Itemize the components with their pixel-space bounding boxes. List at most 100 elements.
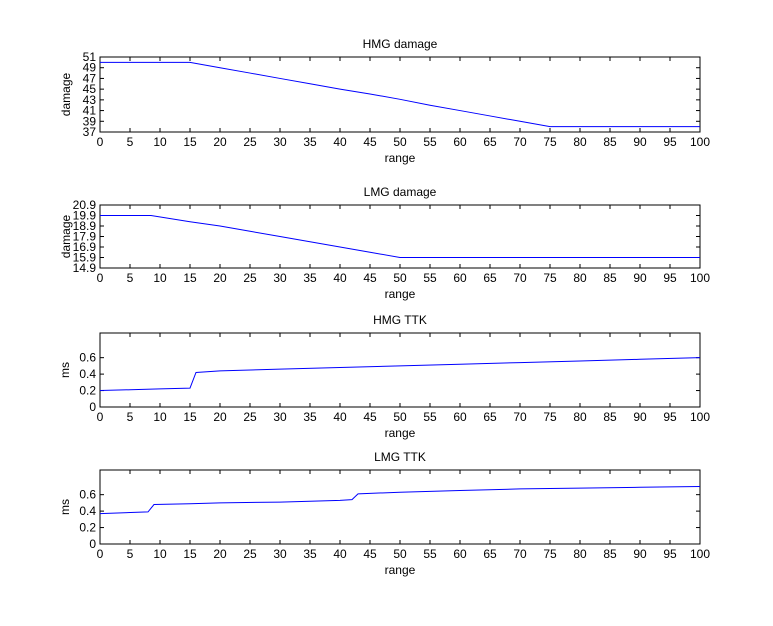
x-tick-label: 100 [690,547,710,561]
x-axis-label: range [385,287,416,301]
y-axis-label: ms [58,499,72,515]
x-tick-label: 90 [633,135,647,149]
x-tick-label: 35 [303,135,317,149]
subplot-1: HMG damage 0 5 10 15 20 25 30 35 40 45 50 55 60 65 70 75… [59,37,710,165]
x-tick-label: 5 [127,547,134,561]
y-tick-label: 45 [83,82,97,96]
x-tick-label: 55 [423,271,437,285]
x-tick-label: 5 [127,271,134,285]
y-axis-label: damage [59,214,73,258]
y-tick-label: 15.9 [73,251,97,265]
x-tick-label: 85 [603,410,617,424]
x-tick-label: 45 [363,271,377,285]
x-tick-label: 75 [543,271,557,285]
x-tick-label: 35 [303,547,317,561]
axes-frame [99,469,701,545]
x-tick-label: 30 [273,547,287,561]
x-tick-label: 70 [513,271,527,285]
subplot-3: HMG TTK 0 5 10 15 20 25 30 35 40 45 50 55 60 65 70 75 80 8… [58,313,710,440]
x-tick-label: 20 [213,271,227,285]
x-tick-label: 40 [333,547,347,561]
y-axis-label: ms [58,362,72,378]
y-tick-label: 0.4 [79,367,96,381]
x-tick-label: 0 [97,547,104,561]
chart-title: LMG TTK [374,450,426,464]
x-tick-label: 30 [273,271,287,285]
x-tick-label: 70 [513,410,527,424]
x-tick-label: 10 [153,271,167,285]
x-tick-label: 50 [393,271,407,285]
x-tick-label: 25 [243,410,257,424]
axes-frame [99,332,701,408]
x-tick-label: 50 [393,135,407,149]
x-tick-label: 95 [663,271,677,285]
x-tick-label: 0 [97,135,104,149]
x-tick-label: 95 [663,547,677,561]
x-tick-label: 65 [483,135,497,149]
y-tick-label: 0 [89,537,96,551]
y-tick-label: 0.2 [79,521,96,535]
x-tick-label: 20 [213,410,227,424]
x-tick-label: 5 [127,135,134,149]
y-tick-label: 17.9 [73,230,97,244]
y-tick-label: 51 [83,50,97,64]
x-tick-label: 65 [483,410,497,424]
x-tick-label: 0 [97,271,104,285]
x-tick-label: 60 [453,547,467,561]
x-tick-label: 80 [573,547,587,561]
x-tick-label: 35 [303,410,317,424]
x-tick-label: 15 [183,547,197,561]
x-tick-label: 55 [423,410,437,424]
x-tick-label: 45 [363,547,377,561]
x-tick-label: 0 [97,410,104,424]
x-tick-label: 10 [153,410,167,424]
x-tick-label: 15 [183,135,197,149]
x-tick-label: 40 [333,135,347,149]
x-tick-label: 100 [690,410,710,424]
x-tick-label: 70 [513,547,527,561]
x-tick-label: 15 [183,410,197,424]
y-tick-label: 41 [83,104,97,118]
axes-frame [99,204,701,269]
x-tick-label: 90 [633,410,647,424]
x-tick-label: 20 [213,135,227,149]
subplot-2: LMG damage 0 5 10 15 20 25 30 35 40 45 50 55 60 65 70 75… [59,185,710,301]
x-tick-label: 85 [603,547,617,561]
x-tick-label: 35 [303,271,317,285]
x-tick-label: 50 [393,547,407,561]
series-line [100,61,700,128]
x-tick-label: 80 [573,410,587,424]
x-tick-label: 55 [423,135,437,149]
subplot-4: LMG TTK 0 5 10 15 20 25 30 35 40 45 50 55 60 65 70 75 80 8… [58,450,710,577]
y-tick-label: 0.2 [79,384,96,398]
x-tick-label: 30 [273,410,287,424]
x-tick-label: 30 [273,135,287,149]
x-tick-label: 80 [573,135,587,149]
x-tick-label: 80 [573,271,587,285]
x-tick-label: 10 [153,135,167,149]
x-tick-label: 85 [603,135,617,149]
x-tick-label: 60 [453,410,467,424]
chart-title: LMG damage [364,185,437,199]
x-tick-label: 25 [243,135,257,149]
y-tick-label: 19.9 [73,209,97,223]
x-tick-label: 100 [690,271,710,285]
x-tick-label: 60 [453,135,467,149]
x-tick-label: 15 [183,271,197,285]
x-tick-label: 5 [127,410,134,424]
x-tick-label: 40 [333,271,347,285]
x-tick-label: 10 [153,547,167,561]
y-tick-label: 49 [83,61,97,75]
x-tick-label: 65 [483,271,497,285]
y-tick-label: 39 [83,114,97,128]
y-tick-label: 20.9 [73,198,97,212]
y-tick-label: 0.6 [79,488,96,502]
x-tick-label: 25 [243,271,257,285]
x-tick-label: 60 [453,271,467,285]
x-tick-label: 95 [663,135,677,149]
x-tick-label: 100 [690,135,710,149]
y-tick-label: 18.9 [73,219,97,233]
x-tick-label: 45 [363,135,377,149]
x-axis-label: range [385,151,416,165]
